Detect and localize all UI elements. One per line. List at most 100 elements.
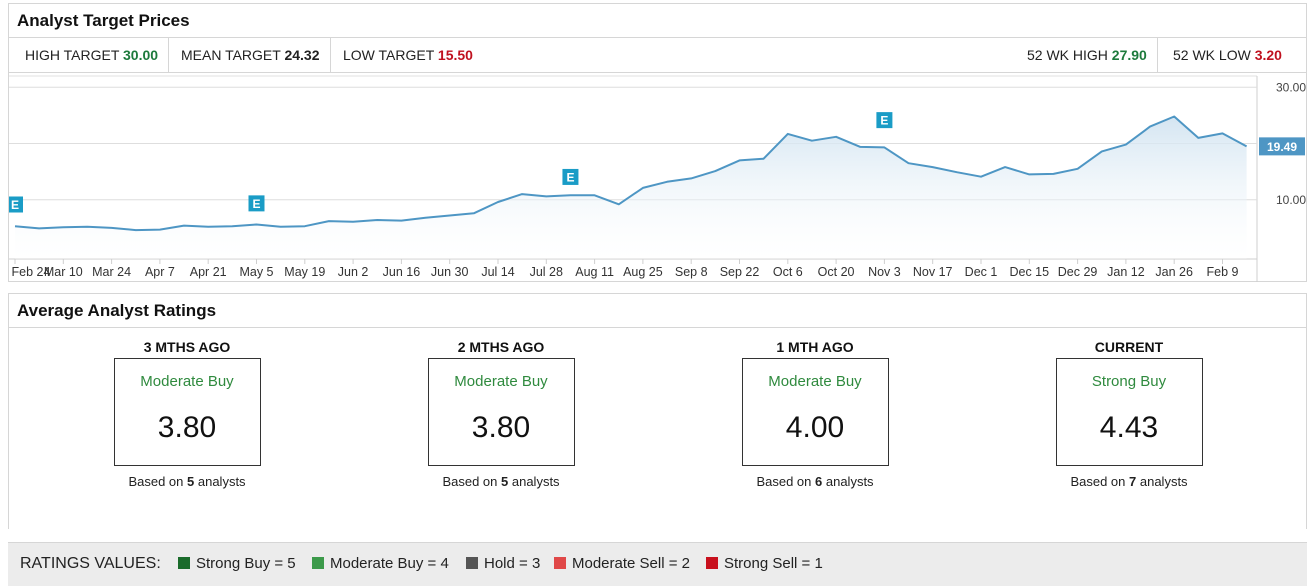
earnings-marker: [876, 112, 893, 129]
rating-label: Strong Buy: [1091, 373, 1167, 390]
x-tick-label: Feb 24: [12, 265, 51, 279]
analyst-target-prices-panel: Analyst Target Prices HIGH TARGET 30.00 …: [8, 3, 1307, 282]
current-price-tag: [1259, 137, 1305, 156]
swatch-moderate-buy: [312, 557, 324, 569]
x-tick-label: Sep 8: [675, 265, 708, 279]
x-tick-label: Dec 15: [1009, 265, 1049, 279]
legend-title: RATINGS VALUES:: [20, 555, 161, 572]
rating-label: Moderate Buy: [140, 373, 234, 390]
x-tick-label: Aug 25: [623, 265, 663, 279]
low-target-value: 15.50: [437, 47, 473, 63]
rating-box: Moderate Buy 4.00: [741, 358, 889, 466]
rating-box: Moderate Buy 3.80: [427, 358, 575, 466]
target-stats-bar: HIGH TARGET 30.00 MEAN TARGET 24.32 LOW …: [9, 38, 1306, 73]
x-tick-label: Feb 9: [1207, 265, 1239, 279]
earnings-marker-label: E: [11, 198, 19, 212]
x-tick-label: May 19: [284, 265, 325, 279]
rating-value: 4.43: [1099, 411, 1159, 444]
rating-box: Strong Buy 4.43: [1055, 358, 1203, 466]
legend-label: Strong Sell = 1: [724, 555, 823, 572]
low-target-label: LOW TARGET: [343, 47, 435, 63]
ratings-title: Average Analyst Ratings: [9, 294, 1306, 328]
high-target-value: 30.00: [123, 47, 159, 63]
average-analyst-ratings-panel: Average Analyst Ratings 3 MTHS AGO Moder…: [8, 293, 1307, 529]
x-tick-label: Apr 7: [145, 265, 175, 279]
basis-suffix: analysts: [197, 474, 246, 489]
legend-label: Hold = 3: [484, 555, 541, 572]
x-tick-label: Dec 1: [965, 265, 998, 279]
legend-item-strong-buy: Strong Buy = 5: [178, 543, 296, 585]
x-tick-label: Jun 2: [338, 265, 369, 279]
rating-period: CURRENT: [1094, 339, 1164, 355]
analyst-count: 5: [187, 474, 195, 489]
x-tick-label: Dec 29: [1058, 265, 1098, 279]
x-tick-label: Nov 3: [868, 265, 901, 279]
x-tick-label: May 5: [239, 265, 273, 279]
basis-prefix: Based on: [756, 474, 812, 489]
earnings-marker: [562, 168, 579, 185]
rating-period: 2 MTHS AGO: [457, 339, 545, 355]
current-price-label: 19.49: [1267, 140, 1297, 154]
swatch-strong-buy: [178, 557, 190, 569]
basis-prefix: Based on: [442, 474, 498, 489]
analyst-count: 5: [501, 474, 509, 489]
x-tick-label: Jan 26: [1155, 265, 1193, 279]
rating-basis: Based on 7 analysts: [1039, 474, 1219, 489]
target-prices-title: Analyst Target Prices: [9, 4, 1306, 38]
mean-target-label: MEAN TARGET: [181, 47, 281, 63]
legend-item-moderate-sell: Moderate Sell = 2: [554, 543, 690, 585]
legend-label: Moderate Buy = 4: [330, 555, 449, 572]
x-tick-label: Mar 10: [44, 265, 83, 279]
wk52-low-value: 3.20: [1254, 47, 1282, 63]
basis-suffix: analysts: [825, 474, 874, 489]
legend-item-moderate-buy: Moderate Buy = 4: [312, 543, 449, 585]
wk52-low-label: 52 WK LOW: [1173, 47, 1251, 63]
wk52-high-value: 27.90: [1111, 47, 1147, 63]
legend-label: Moderate Sell = 2: [572, 555, 690, 572]
x-tick-label: Jun 30: [431, 265, 469, 279]
basis-prefix: Based on: [128, 474, 184, 489]
wk52-high-label: 52 WK HIGH: [1027, 47, 1108, 63]
y-tick-label: 10.00: [1276, 193, 1306, 207]
rating-basis: Based on 6 analysts: [725, 474, 905, 489]
analyst-count: 7: [1129, 474, 1137, 489]
rating-1-month-ago: 1 MTH AGO Moderate Buy 4.00 Based on 6 a…: [725, 338, 905, 489]
x-tick-label: Jan 12: [1107, 265, 1145, 279]
rating-current: CURRENT Strong Buy 4.43 Based on 7 analy…: [1039, 338, 1219, 489]
rating-basis: Based on 5 analysts: [411, 474, 591, 489]
earnings-marker-label: E: [252, 197, 260, 211]
rating-2-months-ago: 2 MTHS AGO Moderate Buy 3.80 Based on 5 …: [411, 338, 591, 489]
price-line: [14, 115, 1248, 232]
legend-item-strong-sell: Strong Sell = 1: [706, 543, 823, 585]
high-target-stat: HIGH TARGET 30.00: [25, 38, 170, 72]
rating-period: 3 MTHS AGO: [143, 339, 231, 355]
basis-prefix: Based on: [1070, 474, 1126, 489]
mean-target-value: 24.32: [284, 47, 320, 63]
x-tick-label: Nov 17: [913, 265, 953, 279]
high-target-label: HIGH TARGET: [25, 47, 120, 63]
rating-value: 3.80: [471, 411, 531, 444]
low-target-stat: LOW TARGET 15.50: [343, 38, 473, 72]
x-tick-label: Jul 28: [530, 265, 563, 279]
earnings-marker-label: E: [566, 170, 574, 184]
legend-item-hold: Hold = 3: [466, 543, 540, 585]
rating-box: Moderate Buy 3.80: [113, 358, 261, 466]
earnings-marker: [9, 196, 23, 213]
wk52-low-stat: 52 WK LOW 3.20: [1173, 38, 1282, 72]
wk52-high-stat: 52 WK HIGH 27.90: [1027, 38, 1158, 72]
rating-3-months-ago: 3 MTHS AGO Moderate Buy 3.80 Based on 5 …: [97, 338, 277, 489]
rating-basis: Based on 5 analysts: [97, 474, 277, 489]
mean-target-stat: MEAN TARGET 24.32: [181, 38, 331, 72]
analyst-count: 6: [815, 474, 823, 489]
x-tick-label: Jun 16: [383, 265, 421, 279]
x-tick-label: Apr 21: [190, 265, 227, 279]
basis-suffix: analysts: [511, 474, 560, 489]
x-tick-label: Sep 22: [720, 265, 760, 279]
earnings-marker: [248, 195, 265, 212]
earnings-marker-label: E: [880, 114, 888, 128]
rating-value: 3.80: [157, 411, 217, 444]
price-area: [15, 116, 1247, 259]
y-tick-label: 30.00: [1276, 80, 1306, 94]
x-tick-label: Aug 11: [575, 265, 614, 279]
